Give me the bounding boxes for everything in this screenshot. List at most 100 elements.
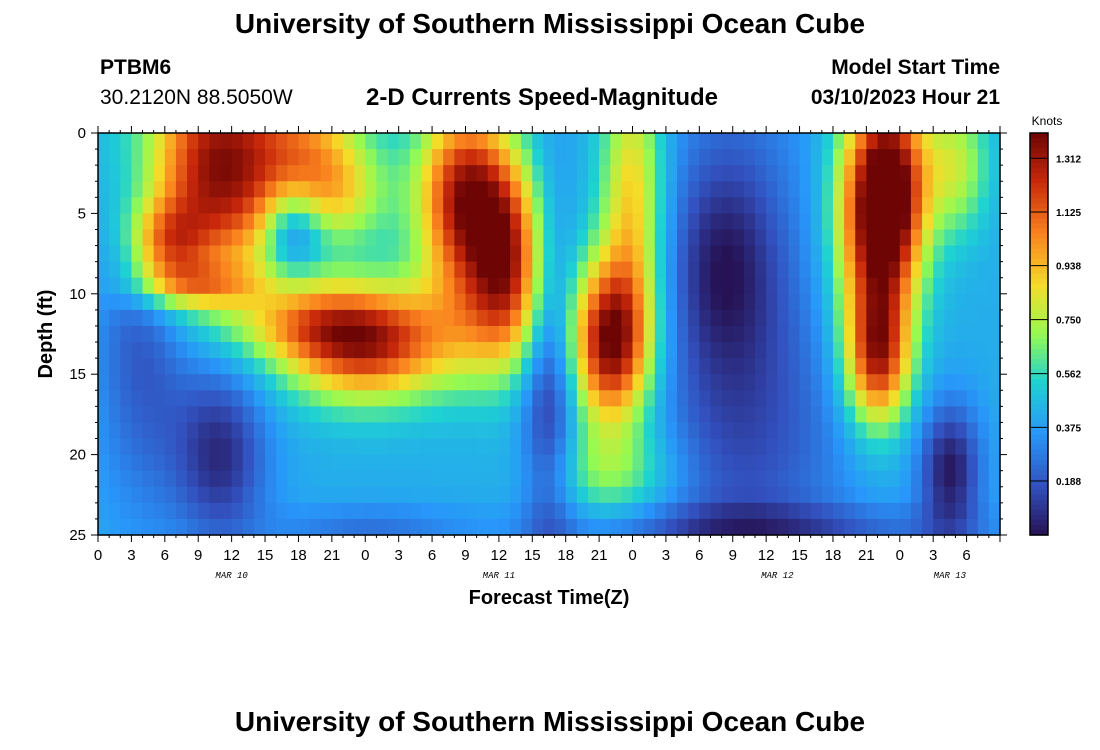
heatmap-cell [220, 309, 233, 327]
heatmap-cell [665, 181, 678, 198]
heatmap-cell [164, 245, 177, 263]
heatmap-cell [498, 406, 511, 424]
heatmap-cell [665, 277, 678, 295]
heatmap-cell [476, 245, 489, 263]
heatmap-cell [855, 261, 867, 279]
heatmap-cell [955, 325, 968, 343]
heatmap-cell [899, 277, 912, 295]
heatmap-cell [454, 293, 467, 311]
heatmap-cell [276, 293, 288, 311]
heatmap-cell [587, 406, 600, 424]
heatmap-cell [810, 133, 823, 150]
heatmap-cell [309, 374, 322, 391]
heatmap-cell [164, 502, 177, 520]
heatmap-cell [142, 390, 155, 407]
heatmap-cell [710, 261, 723, 279]
heatmap-cell [109, 486, 121, 504]
heatmap-cell [688, 358, 700, 375]
heatmap-cell [966, 293, 979, 311]
heatmap-cell [699, 149, 712, 166]
heatmap-cell [933, 518, 945, 536]
heatmap-cell [966, 261, 979, 279]
heatmap-cell [409, 470, 422, 488]
heatmap-cell [933, 454, 945, 472]
heatmap-cell [688, 390, 700, 407]
heatmap-cell [877, 342, 890, 359]
heatmap-cell [677, 213, 689, 231]
heatmap-cell [799, 438, 812, 456]
heatmap-cell [98, 229, 110, 247]
heatmap-cell [175, 406, 188, 424]
heatmap-cell [922, 518, 934, 536]
heatmap-cell [933, 149, 945, 166]
heatmap-cell [521, 245, 533, 263]
heatmap-cell [732, 454, 745, 472]
heatmap-cell [543, 229, 556, 247]
colorbar-segment [1030, 349, 1048, 355]
heatmap-cell [131, 470, 144, 488]
heatmap-cell [977, 470, 990, 488]
heatmap-cell [721, 518, 734, 536]
heatmap-cell [510, 293, 522, 311]
heatmap-cell [532, 149, 545, 166]
heatmap-cell [821, 309, 834, 327]
heatmap-cell [832, 470, 845, 488]
colorbar-segment [1030, 369, 1048, 375]
heatmap-cell [632, 293, 645, 311]
x-tick-label: 0 [628, 547, 636, 564]
heatmap-cell [810, 165, 823, 182]
heatmap-cell [755, 181, 767, 198]
heatmap-cell [788, 422, 801, 440]
heatmap-cell [866, 165, 879, 182]
heatmap-cell [298, 358, 311, 375]
heatmap-cell [153, 325, 166, 343]
heatmap-cell [643, 229, 656, 247]
heatmap-cell [432, 454, 444, 472]
heatmap-cell [209, 518, 222, 536]
heatmap-cell [587, 213, 600, 231]
heatmap-cell [977, 342, 990, 359]
heatmap-cell [532, 165, 545, 182]
heatmap-cell [153, 293, 166, 311]
heatmap-cell [632, 438, 645, 456]
heatmap-cell [253, 374, 266, 391]
colorbar-title: Knots [1032, 114, 1063, 128]
heatmap-cell [855, 342, 867, 359]
heatmap-cell [554, 245, 567, 263]
x-tick-label: 21 [858, 547, 875, 564]
heatmap-cell [276, 197, 288, 214]
heatmap-cell [253, 438, 266, 456]
heatmap-cell [777, 261, 790, 279]
heatmap-cell [599, 438, 611, 456]
heatmap-cell [454, 149, 467, 166]
heatmap-cell [510, 197, 522, 214]
heatmap-cell [844, 197, 856, 214]
heatmap-cell [187, 261, 199, 279]
heatmap-cell [832, 213, 845, 231]
heatmap-cell [198, 438, 210, 456]
heatmap-cell [977, 358, 990, 375]
heatmap-cell [699, 229, 712, 247]
heatmap-cell [866, 293, 879, 311]
heatmap-cell [543, 133, 556, 150]
heatmap-cell [866, 133, 879, 150]
heatmap-cell [320, 149, 333, 166]
heatmap-cell [743, 229, 756, 247]
colorbar-segment [1030, 479, 1048, 486]
heatmap-cell [643, 293, 656, 311]
heatmap-cell [677, 165, 689, 182]
heatmap-cell [398, 149, 411, 166]
heatmap-cell [320, 374, 333, 391]
heatmap-cell [253, 133, 266, 150]
heatmap-cell [476, 213, 489, 231]
heatmap-cell [710, 502, 723, 520]
model-start-value: 03/10/2023 Hour 21 [810, 86, 1000, 109]
heatmap-cell [777, 197, 790, 214]
heatmap-cell [699, 470, 712, 488]
heatmap-cell [944, 181, 957, 198]
heatmap-cell [376, 358, 389, 375]
heatmap-cell [710, 245, 723, 263]
heatmap-cell [365, 358, 377, 375]
heatmap-cell [465, 438, 478, 456]
heatmap-cell [966, 309, 979, 327]
